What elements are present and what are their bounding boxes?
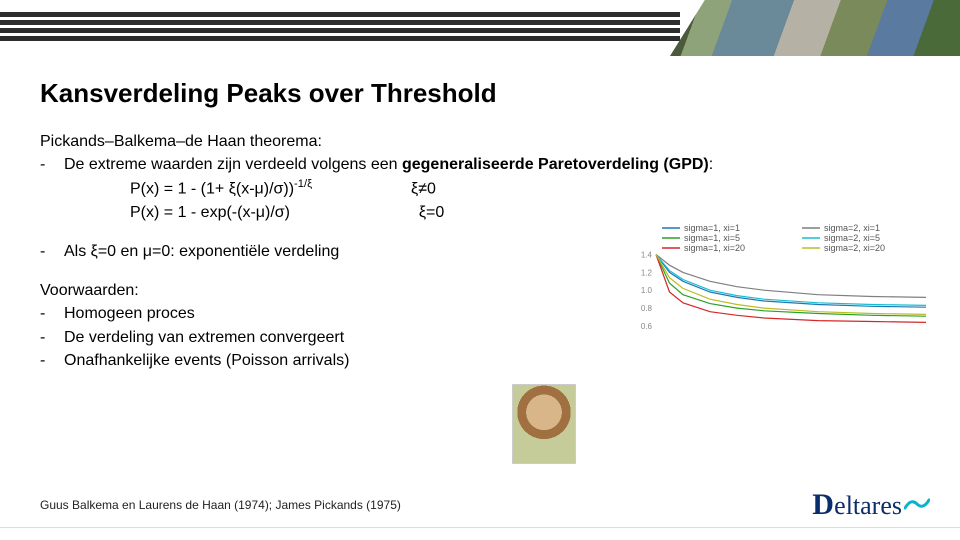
gpd-chart: 0.60.81.01.21.4sigma=1, xi=1sigma=1, xi=… [630, 222, 930, 332]
eq2-row: P(x) = 1 - exp(-(x-μ)/σ) ξ=0 [40, 201, 920, 224]
eq1-cond: ξ≠0 [411, 181, 436, 198]
logo-d: D [812, 488, 834, 522]
svg-text:0.8: 0.8 [641, 304, 653, 313]
svg-text:1.0: 1.0 [641, 286, 653, 295]
slide: Kansverdeling Peaks over Threshold Picka… [0, 0, 960, 540]
gpd-intro-row: - De extreme waarden zijn verdeeld volge… [40, 153, 920, 176]
cond3: Onafhankelijke events (Poisson arrivals) [64, 349, 349, 372]
eq1-row: P(x) = 1 - (1+ ξ(x-μ)/σ))-1/ξ ξ≠0 [40, 176, 920, 201]
theorem-line: Pickands–Balkema–de Haan theorema: [40, 130, 920, 153]
svg-text:sigma=2, xi=20: sigma=2, xi=20 [824, 243, 885, 253]
svg-text:sigma=2, xi=1: sigma=2, xi=1 [824, 223, 880, 233]
cond3-row: - Onafhankelijke events (Poisson arrival… [40, 349, 920, 372]
eq1-exp: -1/ξ [294, 178, 312, 190]
bullet-exp: Als ξ=0 en μ=0: exponentiële verdeling [64, 240, 339, 263]
footer-divider [0, 527, 960, 528]
bullet-dash: - [40, 349, 64, 372]
svg-text:sigma=1, xi=1: sigma=1, xi=1 [684, 223, 740, 233]
eq2-lhs: P(x) = 1 - exp(-(x-μ)/σ) [130, 204, 290, 221]
deltares-logo: Deltares [812, 488, 930, 522]
svg-text:sigma=1, xi=5: sigma=1, xi=5 [684, 233, 740, 243]
gpd-colon: : [709, 156, 713, 173]
gpd-chart-svg: 0.60.81.01.21.4sigma=1, xi=1sigma=1, xi=… [630, 222, 930, 332]
bullet-dash: - [40, 326, 64, 349]
author-portrait [512, 384, 576, 464]
eq1-lhs: P(x) = 1 - (1+ ξ(x-μ)/σ)) [130, 181, 294, 198]
eq2-cond: ξ=0 [419, 204, 444, 221]
cond1: Homogeen proces [64, 302, 195, 325]
svg-text:1.2: 1.2 [641, 268, 653, 277]
gpd-intro: De extreme waarden zijn verdeeld volgens… [64, 153, 713, 176]
svg-text:1.4: 1.4 [641, 250, 653, 259]
credit-line: Guus Balkema en Laurens de Haan (1974); … [40, 498, 401, 512]
cond2: De verdeling van extremen convergeert [64, 326, 344, 349]
banner-stripes [0, 12, 680, 44]
gpd-intro-a: De extreme waarden zijn verdeeld volgens… [64, 156, 402, 173]
bullet-dash: - [40, 240, 64, 263]
svg-text:0.6: 0.6 [641, 322, 653, 331]
top-banner [0, 0, 960, 56]
bullet-dash: - [40, 302, 64, 325]
svg-text:sigma=1, xi=20: sigma=1, xi=20 [684, 243, 745, 253]
svg-text:sigma=2, xi=5: sigma=2, xi=5 [824, 233, 880, 243]
slide-title: Kansverdeling Peaks over Threshold [40, 78, 497, 109]
logo-rest: eltares [834, 491, 902, 521]
logo-wave-icon [904, 492, 930, 514]
banner-photo [670, 0, 960, 56]
bullet-dash: - [40, 153, 64, 176]
gpd-intro-bold: gegeneraliseerde Paretoverdeling (GPD) [402, 156, 709, 173]
